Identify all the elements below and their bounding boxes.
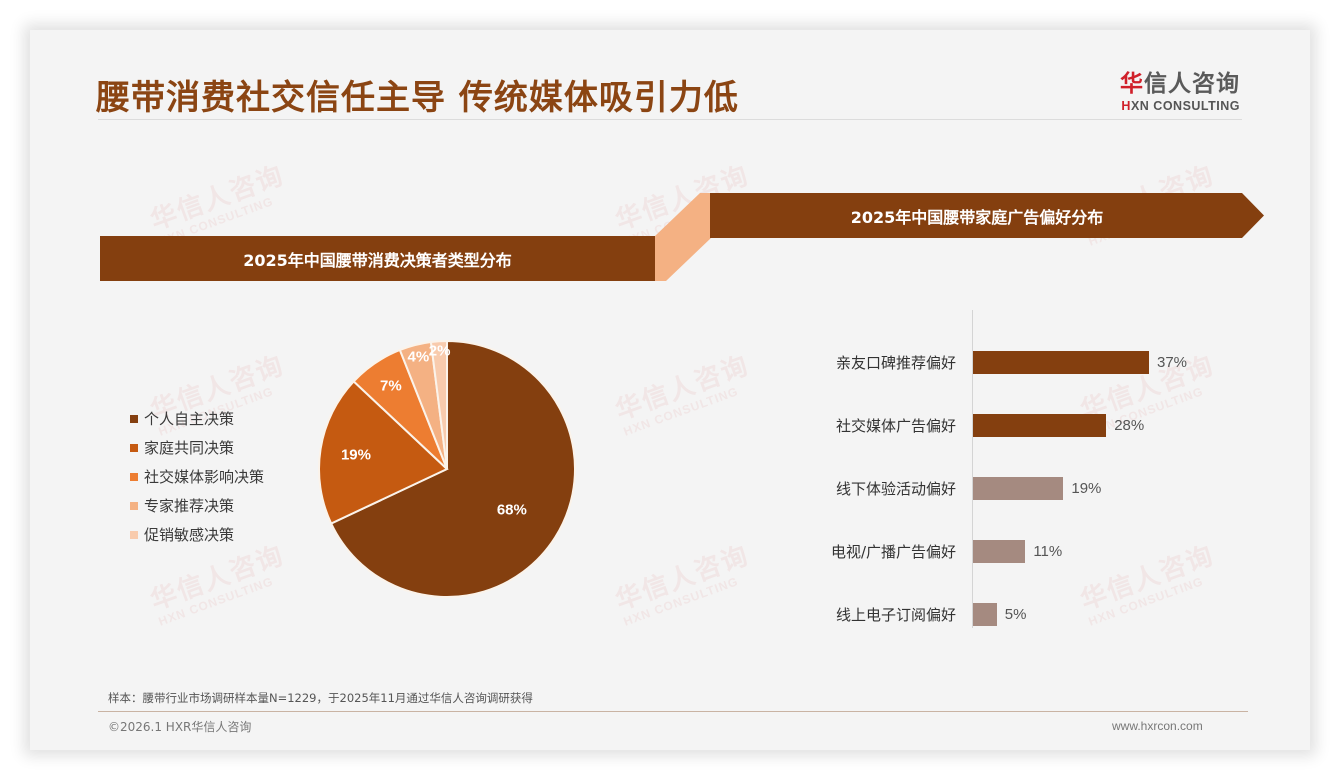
- legend-label: 个人自主决策: [144, 410, 235, 428]
- website: www.hxrcon.com: [1112, 719, 1203, 733]
- legend-swatch-icon: [130, 501, 138, 510]
- logo-en-mark: H: [1121, 99, 1131, 113]
- legend-item: 专家推荐决策: [130, 491, 264, 520]
- bar-row: 线下体验活动偏好 19%: [790, 477, 1250, 501]
- bar: [973, 540, 1026, 563]
- banner-connector-shape: [655, 193, 711, 281]
- pie-chart-graphic: [318, 339, 576, 598]
- copyright: ©2026.1 HXR华信人咨询: [108, 720, 252, 734]
- legend-swatch-icon: [130, 443, 138, 452]
- pie-slice: [329, 339, 576, 598]
- company-logo: 华信人咨询 HXN CONSULTING: [1110, 64, 1240, 113]
- legend-item: 促销敏感决策: [130, 520, 264, 549]
- logo-cn-rest: 信人咨询: [1144, 71, 1240, 97]
- bar-value-label: 28%: [1114, 417, 1145, 434]
- bar-row: 社交媒体广告偏好 28%: [790, 414, 1250, 438]
- legend-swatch-icon: [130, 472, 138, 481]
- pie-slice: [318, 379, 449, 525]
- pie-slice: [429, 339, 448, 470]
- legend-label: 家庭共同决策: [144, 439, 235, 457]
- pie-data-label: 19%: [340, 446, 371, 464]
- pie-chart-title: 2025年中国腰带消费决策者类型分布: [243, 250, 512, 270]
- legend-swatch-icon: [130, 530, 138, 539]
- bar-category-label: 电视/广播广告偏好: [830, 543, 956, 561]
- footer-divider: [98, 711, 1248, 712]
- bar-value-label: 11%: [1033, 543, 1063, 560]
- bar-chart-title-banner: 2025年中国腰带家庭广告偏好分布: [710, 193, 1264, 238]
- bar: [973, 603, 997, 626]
- legend-swatch-icon: [130, 414, 138, 423]
- legend-label: 专家推荐决策: [144, 497, 235, 515]
- bar: [973, 477, 1064, 500]
- bar-chart: 亲友口碑推荐偏好 37% 社交媒体广告偏好 28% 线下体验活动偏好 19% 电视/广播广告…: [790, 310, 1250, 630]
- bar-category-label: 线下体验活动偏好: [835, 480, 956, 498]
- logo-en-rest: XN CONSULTING: [1130, 99, 1240, 113]
- bar-value-label: 37%: [1157, 354, 1188, 371]
- logo-cn-first: 华: [1120, 71, 1144, 97]
- pie-data-label: 4%: [407, 348, 430, 366]
- bar-category-label: 线上电子订阅偏好: [835, 606, 956, 624]
- sample-note: 样本：腰带行业市场调研样本量N=1229，于2025年11月通过华信人咨询调研获…: [108, 691, 533, 705]
- bar-row: 亲友口碑推荐偏好 37%: [790, 351, 1250, 375]
- title-divider: [98, 119, 1242, 120]
- bar-value-label: 5%: [1004, 606, 1027, 623]
- pie-data-label: 2%: [428, 342, 451, 360]
- pie-legend: 个人自主决策 家庭共同决策社交媒体影响决策 专家推荐决策 促销敏感决策: [130, 404, 264, 549]
- bar-value-label: 19%: [1071, 480, 1102, 497]
- legend-label: 促销敏感决策: [144, 526, 235, 544]
- pie-data-label: 68%: [496, 501, 527, 519]
- pie-chart: 68% 19% 7% 4% 2%: [315, 337, 579, 601]
- bar-row: 电视/广播广告偏好 11%: [790, 540, 1250, 564]
- bar-category-label: 亲友口碑推荐偏好: [835, 354, 956, 372]
- bar-chart-axis: [972, 310, 973, 628]
- legend-item: 个人自主决策: [130, 404, 264, 433]
- bar-chart-title: 2025年中国腰带家庭广告偏好分布: [850, 207, 1104, 227]
- bar: [973, 351, 1149, 374]
- bar-row: 线上电子订阅偏好 5%: [790, 603, 1250, 627]
- legend-label: 社交媒体影响决策: [144, 468, 265, 486]
- slide: 腰带消费社交信任主导 传统媒体吸引力低 华信人咨询 HXN CONSULTING…: [30, 30, 1310, 750]
- legend-item: 家庭共同决策: [130, 433, 264, 462]
- pie-data-label: 7%: [380, 377, 402, 395]
- legend-item: 社交媒体影响决策: [130, 462, 264, 491]
- bar-category-label: 社交媒体广告偏好: [835, 417, 956, 435]
- page-title: 腰带消费社交信任主导 传统媒体吸引力低: [96, 78, 739, 118]
- pie-chart-title-banner: 2025年中国腰带消费决策者类型分布: [100, 236, 655, 281]
- arrow-banner-shape: [710, 193, 1264, 238]
- logo-en: HXN CONSULTING: [1110, 99, 1240, 113]
- bar: [973, 414, 1107, 437]
- logo-cn: 华信人咨询: [1110, 64, 1240, 98]
